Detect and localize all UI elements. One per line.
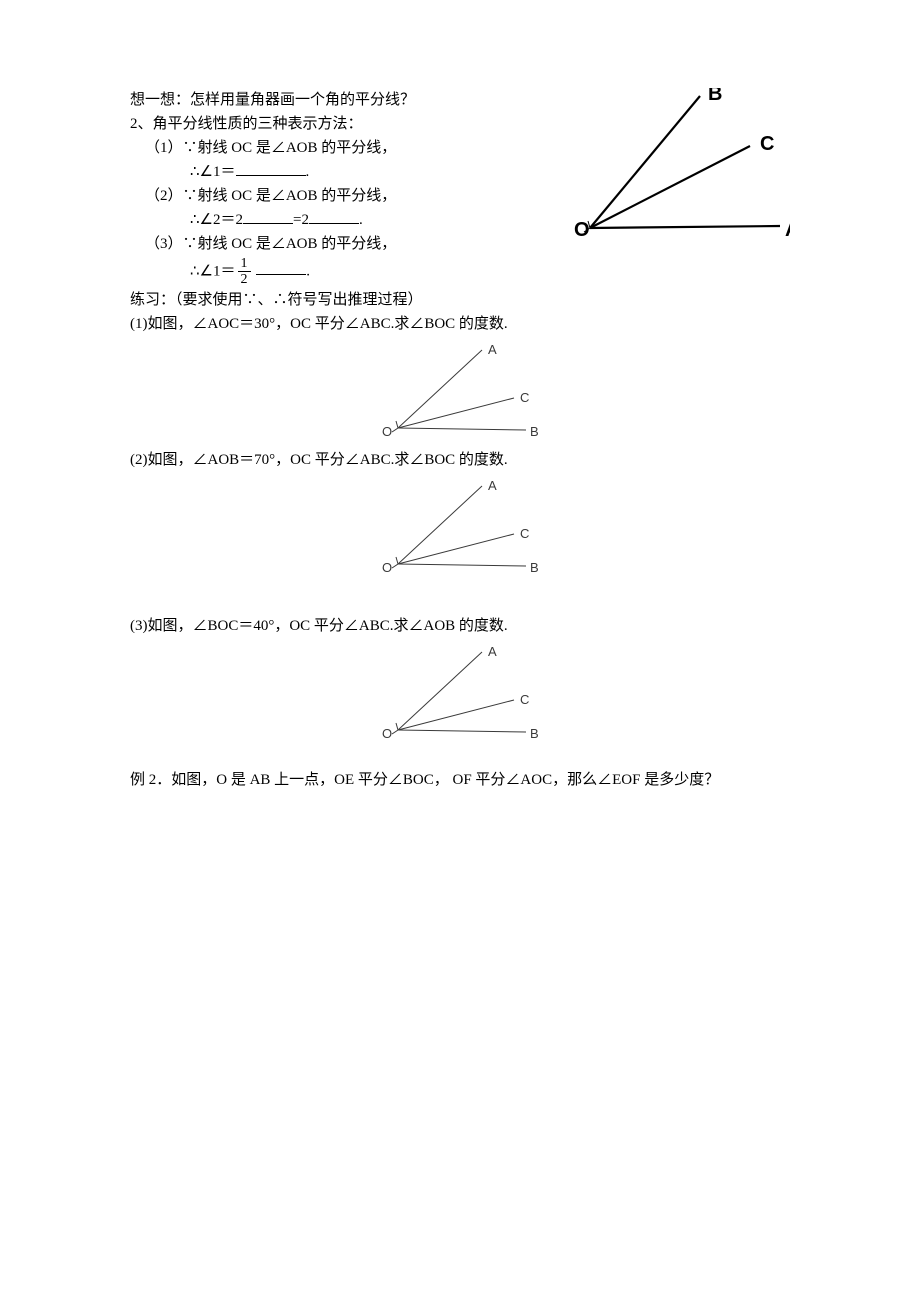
m1-conclusion: ∴∠1＝. bbox=[130, 160, 570, 184]
angle-diagram-small-1: B C A O bbox=[380, 342, 540, 442]
m2-d: . bbox=[359, 212, 363, 228]
m3-c: . bbox=[306, 263, 310, 279]
m2-blank2 bbox=[309, 208, 359, 224]
svg-text:C: C bbox=[760, 133, 774, 155]
think-line: 想一想：怎样用量角器画一个角的平分线？ bbox=[130, 88, 570, 112]
angle-diagram-big: A C B O bbox=[570, 88, 790, 248]
svg-text:C: C bbox=[520, 526, 529, 541]
m2-conclusion: ∴∠2＝2 =2. bbox=[130, 208, 570, 232]
svg-text:A: A bbox=[488, 478, 497, 493]
m1-c: . bbox=[306, 164, 310, 180]
svg-text:B: B bbox=[530, 560, 539, 575]
angle-diagram-small-2: B C A O bbox=[380, 478, 540, 578]
method-heading: 2、角平分线性质的三种表示方法： bbox=[130, 112, 570, 136]
practice-2: (2)如图，∠AOB＝70°，OC 平分∠ABC.求∠BOC 的度数. bbox=[130, 448, 790, 472]
practice-1: (1)如图，∠AOC＝30°，OC 平分∠ABC.求∠BOC 的度数. bbox=[130, 312, 790, 336]
practice-3: (3)如图，∠BOC＝40°，OC 平分∠ABC.求∠AOB 的度数. bbox=[130, 614, 790, 638]
svg-text:B: B bbox=[530, 424, 539, 439]
svg-text:O: O bbox=[382, 560, 392, 575]
m1-premise: （1）∵射线 OC 是∠AOB 的平分线， bbox=[130, 136, 570, 160]
m1-blank bbox=[236, 160, 306, 176]
frac-num: 1 bbox=[238, 256, 251, 272]
m3-premise: （3）∵射线 OC 是∠AOB 的平分线， bbox=[130, 232, 570, 256]
svg-text:O: O bbox=[574, 219, 590, 241]
svg-text:B: B bbox=[530, 726, 539, 741]
svg-text:O: O bbox=[382, 726, 392, 741]
m2-blank1 bbox=[243, 208, 293, 224]
m3-conclusion: ∴∠1＝12 . bbox=[130, 256, 570, 288]
m2-c: =2 bbox=[293, 212, 309, 228]
m3-b: ∴∠1＝ bbox=[190, 263, 236, 279]
example-2: 例 2．如图，O 是 AB 上一点，OE 平分∠BOC， OF 平分∠AOC，那… bbox=[130, 768, 790, 792]
svg-text:O: O bbox=[382, 424, 392, 439]
angle-diagram-small-3: B C A O bbox=[380, 644, 540, 744]
m3-blank bbox=[256, 259, 306, 275]
svg-text:C: C bbox=[520, 692, 529, 707]
practice-title: 练习：（要求使用∵、∴符号写出推理过程） bbox=[130, 288, 790, 312]
m1-b: ∴∠1＝ bbox=[190, 164, 236, 180]
svg-text:B: B bbox=[708, 88, 722, 105]
m2-premise: （2）∵射线 OC 是∠AOB 的平分线， bbox=[130, 184, 570, 208]
svg-text:C: C bbox=[520, 390, 529, 405]
svg-text:A: A bbox=[785, 219, 790, 241]
svg-text:A: A bbox=[488, 644, 497, 659]
m2-b: ∴∠2＝2 bbox=[190, 212, 243, 228]
svg-text:A: A bbox=[488, 342, 497, 357]
frac-den: 2 bbox=[238, 272, 251, 287]
fraction-half: 12 bbox=[238, 256, 251, 288]
